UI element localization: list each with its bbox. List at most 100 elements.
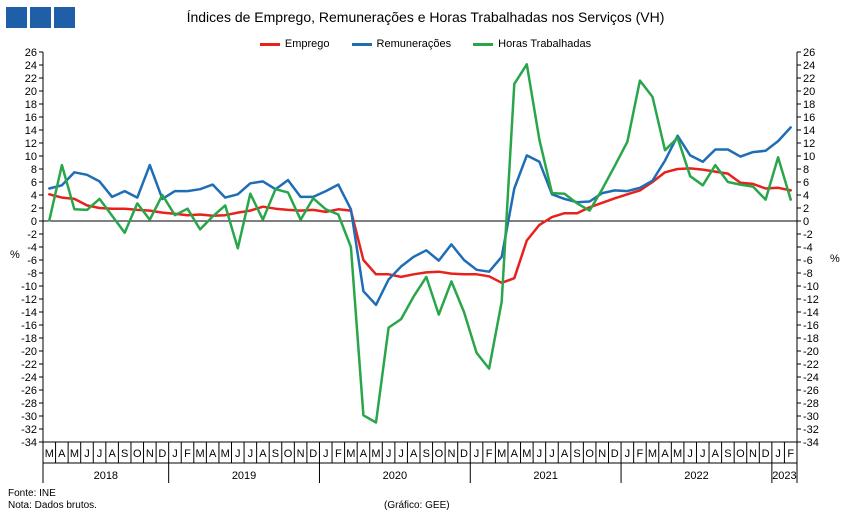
x-tick-label: M bbox=[522, 448, 531, 460]
footer-credit: (Gráfico: GEE) bbox=[384, 500, 450, 511]
x-tick-label: M bbox=[45, 448, 54, 460]
x-tick-label: S bbox=[423, 448, 430, 460]
year-label: 2023 bbox=[772, 470, 796, 482]
chart-legend: Emprego Remunerações Horas Trabalhadas bbox=[0, 38, 851, 50]
x-tick-label: N bbox=[598, 448, 606, 460]
x-tick-label: M bbox=[346, 448, 355, 460]
y-tick-label-right: 0 bbox=[803, 216, 809, 228]
y-tick-label-left: 2 bbox=[31, 203, 37, 215]
x-tick-label: J bbox=[549, 448, 555, 460]
logo-block bbox=[30, 7, 51, 28]
series-line bbox=[48, 126, 792, 307]
legend-label: Remunerações bbox=[376, 38, 452, 50]
year-label: 2022 bbox=[684, 470, 708, 482]
y-tick-label-right: 18 bbox=[803, 99, 815, 111]
x-tick-label: O bbox=[585, 448, 594, 460]
y-axis-label-right: % bbox=[830, 253, 840, 265]
logo bbox=[6, 7, 75, 28]
x-tick-label: D bbox=[762, 448, 770, 460]
footer-source: Fonte: INE bbox=[8, 488, 56, 499]
footer-note: Nota: Dados brutos. bbox=[8, 500, 97, 511]
x-tick-label: J bbox=[700, 448, 706, 460]
x-tick-label: J bbox=[474, 448, 480, 460]
y-tick-label-left: 24 bbox=[25, 60, 37, 72]
x-tick-label: A bbox=[360, 448, 368, 460]
y-tick-label-right: 6 bbox=[803, 177, 809, 189]
year-label: 2019 bbox=[232, 470, 256, 482]
x-tick-label: S bbox=[272, 448, 279, 460]
y-tick-label-left: 12 bbox=[25, 138, 37, 150]
x-tick-label: J bbox=[537, 448, 543, 460]
x-tick-label: N bbox=[447, 448, 455, 460]
x-tick-label: F bbox=[335, 448, 342, 460]
y-tick-label-left: -8 bbox=[27, 268, 37, 280]
x-tick-label: J bbox=[386, 448, 392, 460]
y-axis-label-left: % bbox=[10, 249, 20, 261]
x-tick-label: M bbox=[195, 448, 204, 460]
series-line bbox=[48, 63, 792, 424]
x-tick-label: O bbox=[736, 448, 745, 460]
y-tick-label-left: -18 bbox=[21, 333, 37, 345]
x-tick-label: D bbox=[460, 448, 468, 460]
legend-item: Emprego bbox=[259, 38, 330, 50]
x-tick-label: M bbox=[673, 448, 682, 460]
series-line bbox=[48, 167, 792, 285]
y-tick-label-right: -14 bbox=[803, 307, 819, 319]
y-tick-label-left: 22 bbox=[25, 73, 37, 85]
x-tick-label: J bbox=[248, 448, 254, 460]
y-tick-label-right: 10 bbox=[803, 151, 815, 163]
x-tick-label: N bbox=[749, 448, 757, 460]
x-tick-label: J bbox=[398, 448, 404, 460]
x-tick-label: O bbox=[284, 448, 293, 460]
y-tick-label-left: 6 bbox=[31, 177, 37, 189]
x-tick-label: J bbox=[323, 448, 329, 460]
y-tick-label-right: -6 bbox=[803, 255, 813, 267]
x-tick-label: J bbox=[775, 448, 781, 460]
legend-item: Remunerações bbox=[351, 38, 452, 50]
x-tick-label: A bbox=[108, 448, 116, 460]
x-tick-label: N bbox=[297, 448, 305, 460]
y-tick-label-left: -24 bbox=[21, 372, 37, 384]
x-tick-label: F bbox=[184, 448, 191, 460]
x-tick-label: J bbox=[84, 448, 90, 460]
y-tick-label-right: -2 bbox=[803, 229, 813, 241]
y-tick-label-right: 16 bbox=[803, 112, 815, 124]
y-tick-label-left: -12 bbox=[21, 294, 37, 306]
x-tick-label: J bbox=[97, 448, 103, 460]
y-tick-label-right: -32 bbox=[803, 424, 819, 436]
y-tick-label-right: -26 bbox=[803, 385, 819, 397]
legend-label: Horas Trabalhadas bbox=[498, 38, 592, 50]
y-tick-label-right: 8 bbox=[803, 164, 809, 176]
x-tick-label: J bbox=[235, 448, 241, 460]
x-tick-label: A bbox=[661, 448, 669, 460]
y-tick-label-left: -20 bbox=[21, 346, 37, 358]
x-tick-label: M bbox=[648, 448, 657, 460]
legend-label: Emprego bbox=[284, 38, 330, 50]
y-tick-label-right: 14 bbox=[803, 125, 815, 137]
y-tick-label-right: 12 bbox=[803, 138, 815, 150]
y-tick-label-right: 22 bbox=[803, 73, 815, 85]
y-tick-label-right: -16 bbox=[803, 320, 819, 332]
x-tick-label: S bbox=[573, 448, 580, 460]
y-tick-label-left: -30 bbox=[21, 411, 37, 423]
x-tick-label: M bbox=[371, 448, 380, 460]
year-label: 2020 bbox=[383, 470, 407, 482]
x-tick-label: M bbox=[70, 448, 79, 460]
x-tick-label: A bbox=[712, 448, 720, 460]
y-tick-label-left: -10 bbox=[21, 281, 37, 293]
x-tick-label: S bbox=[121, 448, 128, 460]
y-tick-label-left: 14 bbox=[25, 125, 37, 137]
y-tick-label-left: -34 bbox=[21, 437, 37, 449]
chart-title: Índices de Emprego, Remunerações e Horas… bbox=[186, 9, 665, 25]
y-tick-label-left: 8 bbox=[31, 164, 37, 176]
y-tick-label-left: -16 bbox=[21, 320, 37, 332]
x-tick-label: F bbox=[787, 448, 794, 460]
y-tick-label-left: 0 bbox=[31, 216, 37, 228]
x-tick-label: A bbox=[209, 448, 217, 460]
x-tick-label: D bbox=[309, 448, 317, 460]
year-label: 2018 bbox=[94, 470, 118, 482]
y-tick-label-right: 2 bbox=[803, 203, 809, 215]
y-tick-label-right: -22 bbox=[803, 359, 819, 371]
y-tick-label-left: -6 bbox=[27, 255, 37, 267]
